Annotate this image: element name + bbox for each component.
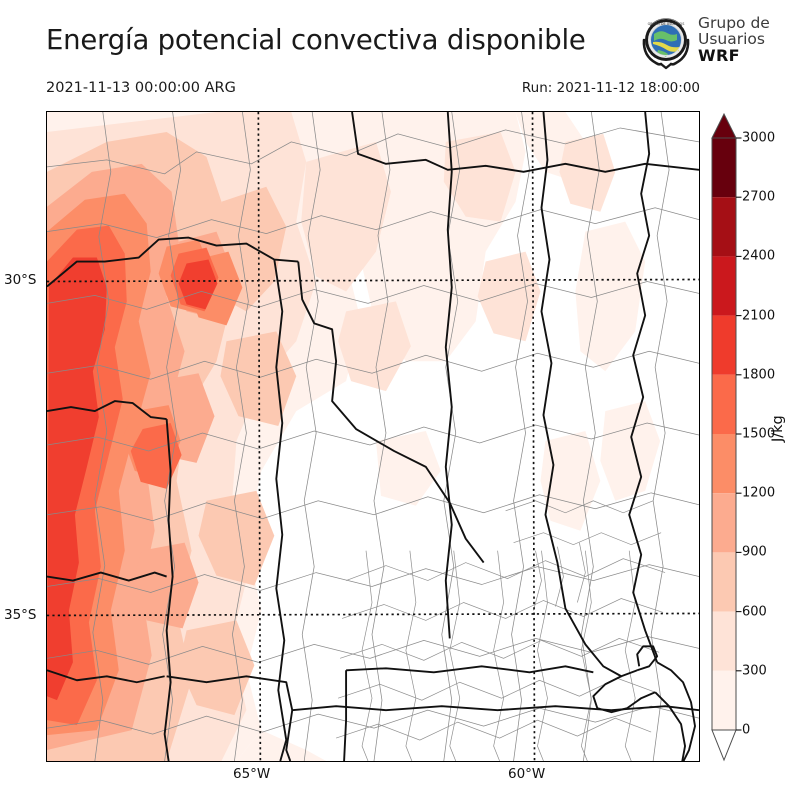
colorbar-tick-1500: 1500 [742,426,776,442]
logo-line-2: Usuarios [698,29,765,48]
logo: GRUPO DE USUARIOS Grupo de Usuarios WRF [638,14,794,72]
department-boundaries-layer [47,112,699,761]
logo-line-1: Grupo de [698,14,770,32]
map-canvas[interactable] [46,111,700,762]
colorbar-tick-1200: 1200 [742,485,776,501]
cape-shading-layer [47,112,661,761]
valid-time-label: 2021-11-13 00:00:00 ARG [46,80,236,96]
colorbar-tick-300: 300 [742,663,767,679]
province-borders-layer [47,112,699,761]
lat-label-35s: 35°S [4,607,37,623]
run-time-label: Run: 2021-11-12 18:00:00 [521,80,700,96]
graticule-layer [47,112,699,761]
logo-line-3: WRF [698,45,740,65]
lon-label-65w: 65°W [233,766,271,782]
wrf-globe-emblem-icon: GRUPO DE USUARIOS [642,18,690,70]
colorbar-tick-2700: 2700 [742,189,776,205]
colorbar-graphic [711,112,742,762]
colorbar-tick-2100: 2100 [742,308,776,324]
colorbar-axis-title: J/kg [770,415,786,442]
page-title: Energía potencial convectiva disponible [46,24,586,56]
gridline-lat-35 [47,612,699,617]
lon-label-60w: 60°W [508,766,546,782]
lat-label-30s: 30°S [4,272,37,288]
colorbar-tick-900: 900 [742,544,767,560]
logo-wordmark: Grupo de Usuarios WRF [698,14,770,65]
colorbar[interactable]: 3000 2700 2400 2100 1800 1500 1200 900 6… [706,112,798,767]
gridline-lon-60 [531,112,536,761]
colorbar-tick-3000: 3000 [742,130,776,146]
map-figure [47,112,699,761]
colorbar-tick-600: 600 [742,604,767,620]
colorbar-tick-0: 0 [742,722,751,738]
gridline-lat-30 [47,278,699,283]
colorbar-tick-1800: 1800 [742,367,776,383]
gridline-lon-65 [257,112,262,761]
svg-text:GRUPO DE USUARIOS: GRUPO DE USUARIOS [648,22,685,26]
colorbar-tick-2400: 2400 [742,248,776,264]
